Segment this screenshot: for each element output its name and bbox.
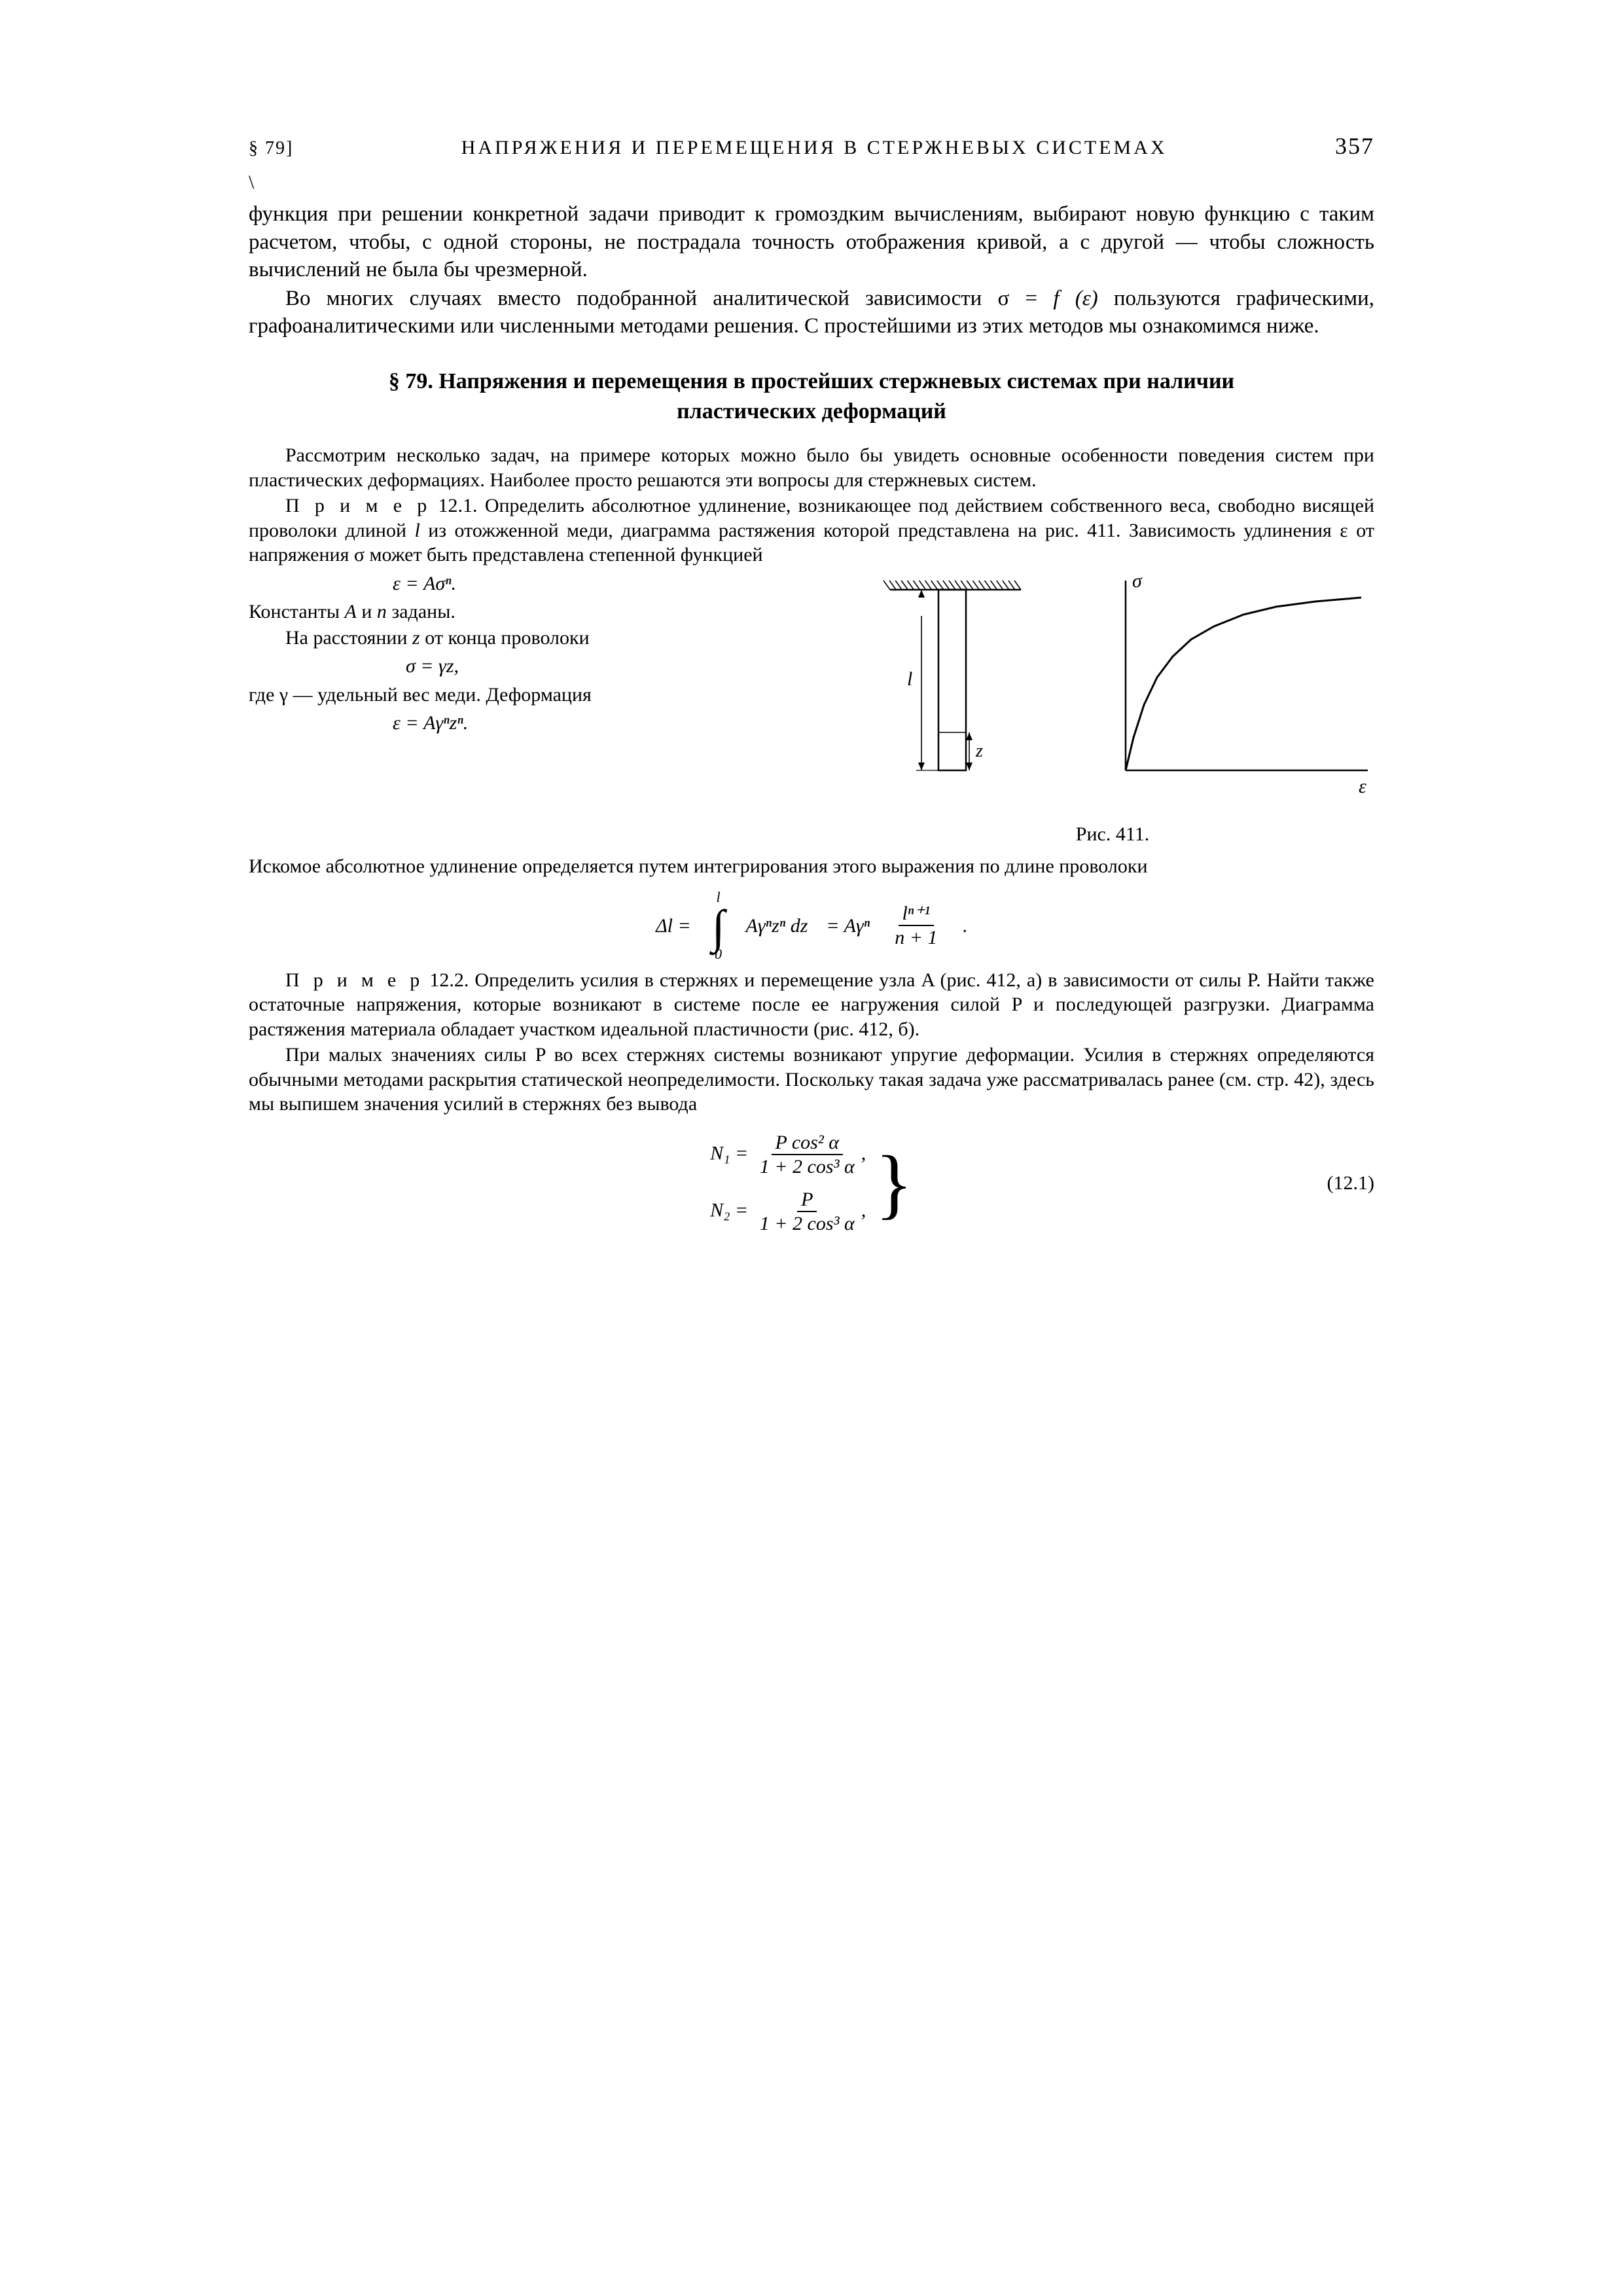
section-ref: § 79] bbox=[249, 137, 293, 160]
figure-411-caption: Рис. 411. bbox=[851, 822, 1374, 847]
consts-b: A bbox=[345, 601, 357, 622]
equation-12-1: N₁ = P cos² α 1 + 2 cos³ α , N₂ = P 1 + … bbox=[249, 1132, 1374, 1234]
eq121-brace: } bbox=[875, 1148, 913, 1219]
consts-d: n bbox=[377, 601, 387, 622]
running-head: § 79] НАПРЯЖЕНИЯ И ПЕРЕМЕЩЕНИЯ В СТЕРЖНЕ… bbox=[249, 131, 1374, 161]
svg-text:l: l bbox=[907, 668, 912, 690]
int-symbol: ∫ bbox=[712, 906, 725, 948]
page-number: 357 bbox=[1335, 131, 1374, 161]
n2-num: P bbox=[797, 1189, 817, 1213]
stray-mark: \ bbox=[249, 170, 1374, 195]
int-frac: lⁿ⁺¹ n + 1 bbox=[891, 903, 941, 948]
dist-a: На расстоянии bbox=[285, 627, 412, 649]
integral-equation: Δl = l ∫ 0 Aγⁿzⁿ dz = Aγⁿ lⁿ⁺¹ n + 1 . bbox=[249, 890, 1374, 961]
svg-text:z: z bbox=[975, 741, 983, 761]
ex121-label: П р и м е р bbox=[285, 495, 431, 516]
int-frac-num: lⁿ⁺¹ bbox=[899, 903, 935, 927]
s79-para-1: Рассмотрим несколько задач, на примере к… bbox=[249, 443, 1374, 492]
running-title: НАПРЯЖЕНИЯ И ПЕРЕМЕЩЕНИЯ В СТЕРЖНЕВЫХ СИ… bbox=[293, 135, 1335, 160]
eq121-row2: N₂ = P 1 + 2 cos³ α , bbox=[710, 1189, 866, 1234]
int-lhs: Δl = bbox=[656, 914, 691, 939]
eq121-number: (12.1) bbox=[1301, 1171, 1374, 1196]
eq121-group: N₁ = P cos² α 1 + 2 cos³ α , N₂ = P 1 + … bbox=[710, 1132, 913, 1234]
ex122-num: 12.2. bbox=[423, 969, 469, 991]
int-eq: = Aγⁿ bbox=[826, 914, 870, 939]
figure-411: l z σ ε Рис. 411. bbox=[851, 574, 1374, 848]
consts-c: и bbox=[357, 601, 377, 622]
n2-frac: P 1 + 2 cos³ α bbox=[756, 1189, 859, 1234]
int-tail: . bbox=[962, 914, 967, 939]
after-fig-text: Искомое абсолютное удлинение определяетс… bbox=[249, 854, 1374, 879]
n2-comma: , bbox=[861, 1199, 866, 1221]
n1-den: 1 + 2 cos³ α bbox=[756, 1155, 859, 1177]
eq121-row1: N₁ = P cos² α 1 + 2 cos³ α , bbox=[710, 1132, 866, 1177]
ex121-num: 12.1. bbox=[431, 495, 477, 516]
svg-text:ε: ε bbox=[1359, 776, 1366, 797]
n1-lhs: N₁ = bbox=[710, 1142, 748, 1164]
ex122-label: П р и м е р bbox=[285, 969, 423, 991]
n2-lhs: N₂ = bbox=[710, 1199, 748, 1221]
section-title: § 79. Напряжения и перемещения в простей… bbox=[327, 367, 1296, 427]
intro-2b: f (ε) bbox=[1053, 287, 1097, 310]
svg-text:σ: σ bbox=[1132, 574, 1143, 592]
intro-para-1: функция при решении конкретной задачи пр… bbox=[249, 200, 1374, 283]
n1-comma: , bbox=[861, 1142, 866, 1164]
dist-b: z bbox=[412, 627, 420, 649]
example-12-2: П р и м е р 12.2. Определить усилия в ст… bbox=[249, 968, 1374, 1042]
example-12-1: П р и м е р 12.1. Определить абсолютное … bbox=[249, 493, 1374, 567]
intro-2a: Во многих случаях вместо подобранной ана… bbox=[285, 287, 1053, 310]
consts-e: заданы. bbox=[387, 601, 455, 622]
integral-sign: l ∫ 0 bbox=[712, 890, 725, 961]
eq121-lines: N₁ = P cos² α 1 + 2 cos³ α , N₂ = P 1 + … bbox=[710, 1132, 866, 1234]
intro-para-2: Во многих случаях вместо подобранной ана… bbox=[249, 285, 1374, 340]
dist-c: от конца проволоки bbox=[420, 627, 590, 649]
int-integrand: Aγⁿzⁿ dz bbox=[745, 914, 808, 939]
n1-num: P cos² α bbox=[772, 1132, 844, 1156]
n1-frac: P cos² α 1 + 2 cos³ α bbox=[756, 1132, 859, 1177]
int-frac-den: n + 1 bbox=[891, 926, 941, 948]
n2-den: 1 + 2 cos³ α bbox=[756, 1212, 859, 1234]
page: § 79] НАПРЯЖЕНИЯ И ПЕРЕМЕЩЕНИЯ В СТЕРЖНЕ… bbox=[0, 0, 1623, 2296]
s79-para-2: При малых значениях силы P во всех стерж… bbox=[249, 1043, 1374, 1117]
figure-411-svg: l z σ ε bbox=[851, 574, 1374, 810]
consts-a: Константы bbox=[249, 601, 345, 622]
ex121-b: l bbox=[414, 520, 419, 541]
